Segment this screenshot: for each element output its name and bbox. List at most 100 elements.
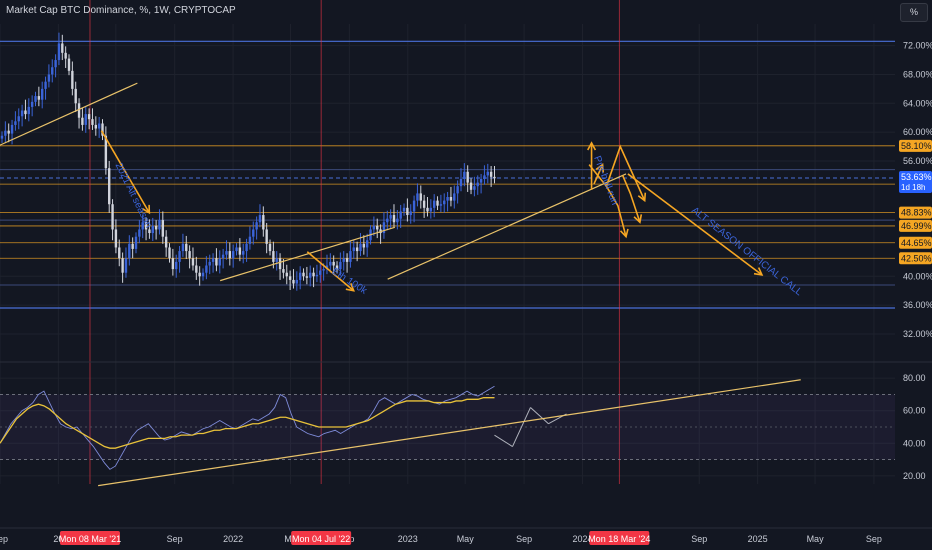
- time-tick-label: May: [457, 534, 475, 544]
- candle-body: [275, 258, 278, 262]
- candle: [101, 119, 104, 141]
- candle-body: [134, 236, 138, 249]
- time-tick-label: Sep: [167, 534, 183, 544]
- candle-body: [175, 261, 178, 270]
- candle: [30, 95, 34, 117]
- candle-body: [493, 176, 496, 179]
- candle-body: [27, 106, 31, 115]
- candle-body: [372, 225, 376, 230]
- arrow-head: [345, 282, 355, 292]
- candle-body: [231, 251, 235, 259]
- candle-body: [114, 229, 118, 248]
- candle-body: [164, 236, 168, 248]
- candle: [44, 76, 47, 100]
- candle: [446, 191, 449, 212]
- time-tick-label: Sep: [866, 534, 882, 544]
- candle-body: [432, 200, 436, 208]
- candle: [352, 239, 355, 260]
- candle: [288, 270, 292, 291]
- candle-body: [188, 251, 191, 259]
- candle: [81, 107, 84, 131]
- candle: [104, 126, 108, 175]
- current-price-countdown: 1d 18h: [901, 183, 925, 192]
- candle: [7, 123, 10, 143]
- candle: [362, 235, 366, 255]
- candle: [469, 178, 473, 195]
- candle-body: [151, 225, 154, 234]
- rsi-ma-line: [0, 397, 495, 449]
- candle: [91, 108, 94, 130]
- candle: [419, 185, 422, 209]
- candle: [345, 253, 349, 273]
- candle: [195, 256, 198, 280]
- candle: [399, 204, 402, 229]
- candle: [242, 243, 245, 264]
- candle: [329, 253, 332, 273]
- candle-body: [4, 130, 7, 136]
- candle: [285, 264, 288, 285]
- candle-body: [386, 218, 389, 223]
- candle: [443, 193, 446, 213]
- candle-body: [118, 247, 121, 259]
- candle-body: [252, 229, 255, 237]
- arrow-head: [633, 214, 643, 224]
- price-tick-label: 60.00%: [903, 127, 932, 137]
- candle: [379, 224, 382, 244]
- candle-body: [47, 74, 51, 82]
- level-label-text: 42.50%: [901, 253, 932, 263]
- level-label-text: 48.83%: [901, 208, 932, 218]
- candle: [335, 261, 339, 274]
- candle-body: [218, 258, 221, 266]
- date-marker-bg: [589, 531, 650, 545]
- candle: [181, 233, 185, 257]
- candle: [412, 195, 416, 223]
- candle: [138, 220, 141, 244]
- candle: [151, 217, 154, 241]
- candle: [24, 99, 27, 120]
- candle: [134, 232, 138, 254]
- candle: [305, 266, 309, 285]
- candle-body: [74, 88, 77, 104]
- candle: [4, 121, 7, 143]
- candle-body: [449, 197, 453, 201]
- candle-body: [412, 200, 416, 212]
- candle: [252, 221, 255, 245]
- level-price-label: 42.50%: [899, 252, 932, 265]
- date-marker-text: Mon 18 Mar '24: [588, 534, 650, 544]
- price-tick-label: 72.00%: [903, 41, 932, 51]
- candle-body: [225, 251, 228, 255]
- osc-tick-label: 60.00: [903, 406, 926, 416]
- candle: [372, 216, 376, 236]
- arrow-head: [619, 228, 629, 239]
- grid-layer: [0, 24, 895, 484]
- candle-body: [242, 251, 245, 255]
- candle-body: [282, 269, 285, 273]
- annotation-text: 2021 Alt season: [113, 161, 154, 230]
- time-tick-label: 2025: [748, 534, 768, 544]
- candle: [97, 116, 101, 138]
- candle: [225, 240, 228, 260]
- candle: [456, 180, 459, 204]
- candle-body: [108, 168, 111, 205]
- candle-body: [111, 204, 114, 230]
- candle-body: [315, 274, 319, 277]
- candle-body: [359, 243, 362, 252]
- candle-body: [416, 193, 419, 201]
- candle: [158, 209, 161, 235]
- level-label-bg: [899, 236, 932, 249]
- candle: [265, 222, 268, 254]
- unit-toggle-button[interactable]: %: [900, 3, 928, 22]
- candle-body: [463, 171, 466, 179]
- candle: [94, 116, 98, 136]
- candle-body: [158, 220, 161, 230]
- arrow-path: [593, 164, 604, 185]
- candle-body: [34, 96, 37, 102]
- annotation-text: ALT SEASON OFFICIAL CALL: [689, 205, 804, 298]
- candle: [292, 269, 295, 289]
- candle: [188, 245, 191, 269]
- candle-body: [54, 60, 57, 68]
- candle-body: [51, 67, 54, 75]
- candle-body: [144, 222, 148, 230]
- candle-body: [335, 265, 339, 270]
